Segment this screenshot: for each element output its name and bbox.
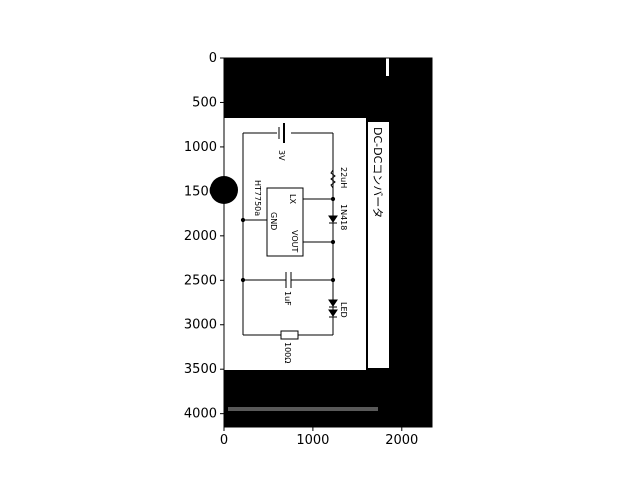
resistor-symbol [280, 330, 299, 340]
ic-part-label: HT7750a [253, 180, 262, 216]
top-mark [386, 58, 389, 76]
junction-dot [330, 277, 336, 283]
battery-symbol [278, 123, 285, 143]
junction-dot [330, 239, 336, 245]
y-tick-label: 3000 [184, 318, 217, 333]
schematic-labels: 3V 22uH 1N418 HT7750a LX GND VOUT 1uF LE… [253, 127, 384, 363]
inductor-symbol [330, 169, 336, 189]
inductor-label: 22uH [339, 167, 348, 188]
bottom-noise-light [228, 407, 378, 411]
led-symbol [328, 299, 338, 318]
led-label: LED [339, 302, 348, 318]
schematic-title: DC-DCコンバータ [371, 127, 384, 218]
y-tick-label: 3500 [184, 362, 217, 377]
junction-dot [240, 217, 246, 223]
schematic [240, 123, 338, 340]
y-tick-label: 0 [209, 51, 217, 66]
y-tick-label: 1500 [184, 184, 217, 199]
junction-dot [240, 277, 246, 283]
battery-label: 3V [277, 150, 286, 161]
bottom-noise [224, 395, 384, 415]
x-tick-label: 0 [220, 433, 228, 448]
x-tick-label: 2000 [385, 433, 418, 448]
x-axis: 0 1000 2000 [220, 427, 418, 448]
y-tick-label: 500 [192, 95, 217, 110]
y-tick-label: 4000 [184, 407, 217, 422]
y-tick-label: 2500 [184, 273, 217, 288]
y-axis: 0 500 1000 1500 2000 2500 3000 3500 4000 [184, 51, 224, 422]
pin-vout-label: VOUT [290, 230, 299, 252]
ic-box [266, 187, 304, 257]
diode-symbol [328, 215, 338, 224]
junction-dot [330, 196, 336, 202]
title-strip [368, 122, 389, 368]
axes-frame [223, 57, 433, 428]
resistor-label: 100Ω [283, 342, 292, 363]
diode-label: 1N418 [339, 204, 348, 230]
x-tick-label: 1000 [296, 433, 329, 448]
capacitor-label: 1uF [283, 291, 292, 306]
y-tick-label: 1000 [184, 140, 217, 155]
y-tick-label: 2000 [184, 229, 217, 244]
capacitor-symbol [285, 272, 292, 288]
pin-lx-label: LX [288, 194, 297, 204]
pin-gnd-label: GND [269, 212, 278, 230]
